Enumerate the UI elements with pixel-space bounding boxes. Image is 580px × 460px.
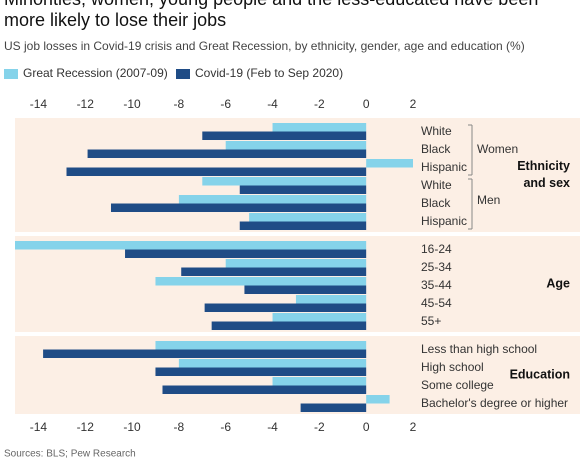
category-label: Black (421, 196, 451, 210)
x-tick-label: -14 (30, 97, 48, 111)
bar (15, 241, 367, 250)
group-label: Ethnicity and sex (517, 159, 570, 190)
bar (178, 359, 367, 368)
category-label: White (421, 124, 452, 138)
x-tick-label: -2 (314, 97, 325, 111)
x-tick-label: -6 (220, 420, 231, 434)
subtitle: US job losses in Covid-19 crisis and Gre… (4, 39, 525, 53)
x-tick-label: -14 (30, 420, 48, 434)
category-label: 55+ (421, 314, 441, 328)
bar (244, 285, 367, 294)
x-tick-label: -8 (174, 97, 185, 111)
x-tick-label: -4 (267, 420, 278, 434)
bar (155, 341, 367, 350)
bar (181, 267, 367, 276)
category-label: 45-54 (421, 296, 452, 310)
category-label: Hispanic (421, 160, 467, 174)
x-tick-label: -2 (314, 420, 325, 434)
bar (225, 141, 367, 150)
legend-label: Great Recession (2007-09) (23, 66, 168, 80)
category-label: 16-24 (421, 242, 452, 256)
subgroup-label: Women (477, 142, 518, 156)
x-tick-label: -8 (174, 420, 185, 434)
category-label: Black (421, 142, 451, 156)
category-label: Some college (421, 378, 494, 392)
bar (225, 259, 367, 268)
bar (155, 367, 367, 376)
bar (178, 195, 367, 204)
legend-swatch (4, 69, 18, 79)
bar (66, 167, 367, 176)
bar (162, 385, 367, 394)
x-tick-label: -10 (123, 420, 141, 434)
bar (249, 213, 367, 222)
x-tick-label: 2 (410, 420, 417, 434)
bar (366, 395, 390, 404)
bar (239, 221, 367, 230)
chart-title: Minorities, women, young people and the … (4, 0, 538, 30)
bar (211, 321, 367, 330)
category-label: Hispanic (421, 214, 467, 228)
bar (295, 295, 367, 304)
subgroup-label: Men (477, 193, 500, 207)
bar (202, 131, 367, 140)
bar (202, 177, 367, 186)
x-tick-label: -6 (220, 97, 231, 111)
legend-label: Covid-19 (Feb to Sep 2020) (195, 66, 343, 80)
x-tick-label: 0 (363, 97, 370, 111)
bar (204, 303, 367, 312)
category-label: White (421, 178, 452, 192)
x-tick-label: 2 (410, 97, 417, 111)
bar (366, 159, 413, 168)
bar (87, 149, 367, 158)
category-label: Bachelor's degree or higher (421, 396, 568, 410)
bar (272, 123, 367, 132)
source: Sources: BLS; Pew Research (4, 449, 136, 460)
x-tick-label: 0 (363, 420, 370, 434)
category-label: Less than high school (421, 342, 537, 356)
bar (272, 313, 367, 322)
bar (239, 185, 367, 194)
bar (155, 277, 367, 286)
x-tick-label: -12 (77, 420, 95, 434)
x-tick-label: -10 (123, 97, 141, 111)
group-label: Education (510, 367, 570, 381)
bar (125, 249, 367, 258)
bar (300, 403, 367, 412)
category-label: High school (421, 360, 484, 374)
category-label: 25-34 (421, 260, 452, 274)
bar (272, 377, 367, 386)
bar (43, 349, 367, 358)
x-tick-label: -12 (77, 97, 95, 111)
x-tick-label: -4 (267, 97, 278, 111)
legend-swatch (176, 69, 190, 79)
bar (110, 203, 367, 212)
category-label: 35-44 (421, 278, 452, 292)
group-label: Age (546, 276, 570, 290)
